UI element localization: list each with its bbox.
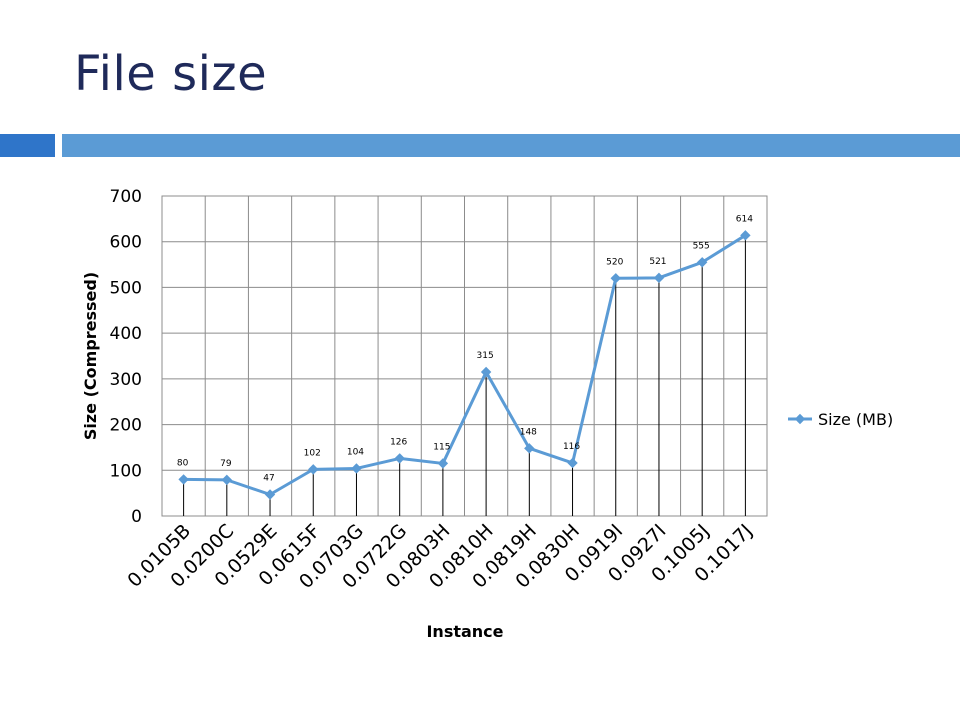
slide-title: File size — [74, 46, 268, 102]
data-point-marker — [264, 489, 276, 500]
data-point-marker — [437, 458, 449, 469]
data-label: 115 — [433, 442, 450, 452]
data-label: 102 — [304, 448, 321, 458]
y-tick-label: 300 — [110, 370, 142, 390]
y-tick-label: 600 — [110, 233, 142, 253]
data-point-marker — [178, 474, 189, 485]
y-tick-label: 700 — [110, 187, 142, 207]
data-point-marker — [610, 273, 621, 284]
data-point-marker — [696, 257, 708, 268]
data-label: 80 — [177, 458, 189, 468]
y-tick-label: 0 — [131, 507, 142, 527]
series-line — [183, 234, 747, 497]
data-label: 104 — [347, 447, 364, 457]
y-tick-label: 200 — [110, 416, 142, 436]
data-point-marker — [524, 443, 535, 454]
data-label: 521 — [649, 257, 666, 267]
data-label: 520 — [606, 257, 623, 267]
data-point-marker — [480, 366, 492, 378]
data-point-marker — [351, 463, 362, 474]
data-label: 126 — [390, 437, 407, 447]
data-point-marker — [394, 453, 405, 464]
y-tick-label: 500 — [110, 278, 142, 298]
y-tick-label: 400 — [110, 324, 142, 344]
accent-bar-left — [0, 134, 55, 157]
accent-bar-right — [62, 134, 960, 157]
data-point-marker — [308, 464, 319, 475]
legend-label: Size (MB) — [818, 410, 893, 429]
data-point-marker — [567, 457, 578, 469]
data-label: 116 — [563, 442, 580, 452]
y-tick-label: 100 — [110, 461, 142, 481]
data-label: 79 — [220, 459, 232, 469]
y-axis-title: Size (Compressed) — [81, 272, 100, 440]
data-label: 555 — [693, 241, 710, 251]
data-point-marker — [740, 230, 751, 241]
legend-marker — [794, 413, 806, 425]
data-point-marker — [653, 272, 665, 284]
data-label: 47 — [263, 474, 274, 484]
x-axis-title: Instance — [426, 622, 503, 641]
data-point-marker — [221, 474, 233, 486]
data-label: 148 — [520, 427, 537, 437]
data-label: 614 — [736, 214, 753, 224]
data-label: 315 — [477, 351, 494, 361]
